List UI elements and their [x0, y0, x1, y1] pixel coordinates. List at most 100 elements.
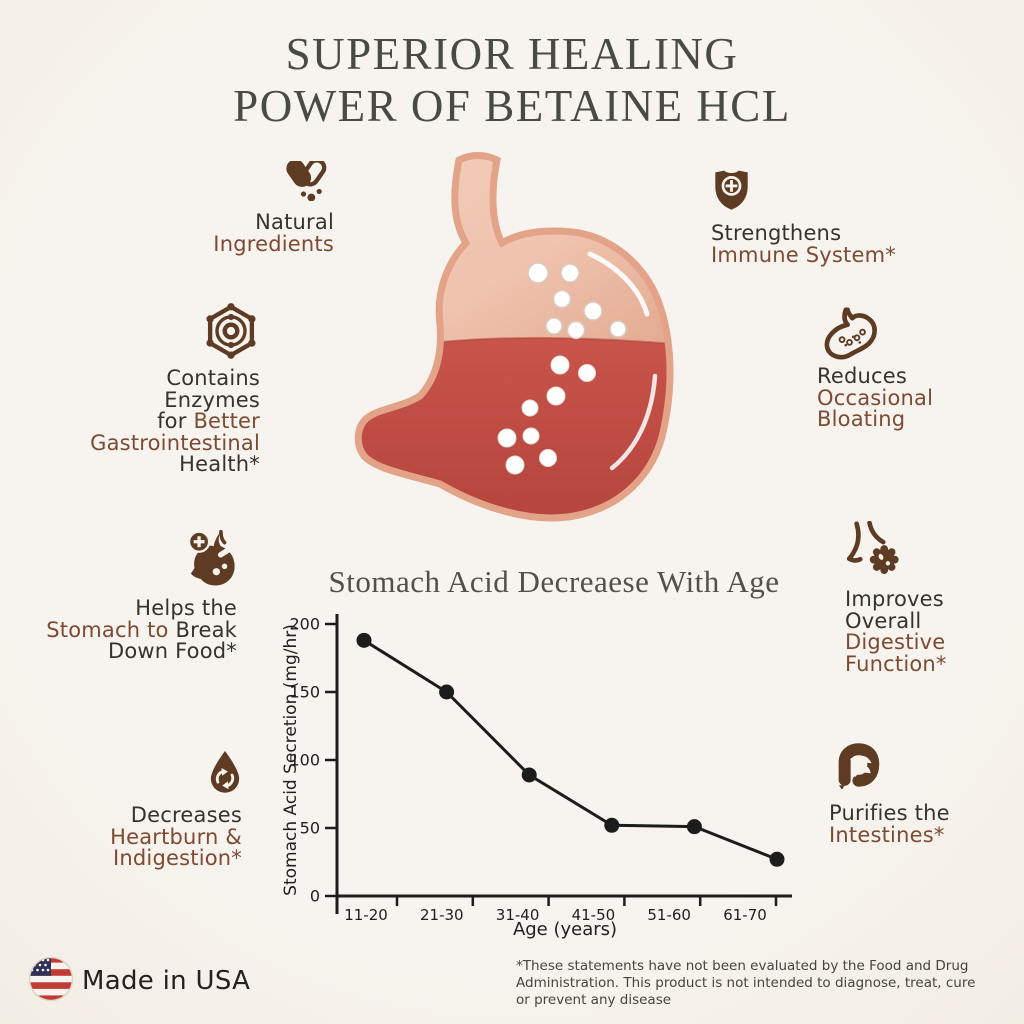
feature-text-segment: Intestines*: [829, 822, 945, 847]
feature-line: Gastrointestinal: [90, 430, 260, 455]
feature-text-segment: Decreases: [130, 803, 242, 827]
feature-line: Purifies the: [829, 801, 950, 825]
data-point: [686, 819, 702, 835]
feature-text: Strengthens Immune System*: [711, 221, 896, 267]
feature-strengthens-immune: Strengthens Immune System*: [711, 167, 896, 266]
feature-line: Down Food*: [46, 639, 237, 663]
feature-text: Helps the Stomach to Break Down Food*: [46, 596, 237, 663]
feature-line: Overall: [845, 608, 947, 633]
x-tick-label: 51-60: [647, 906, 691, 924]
feature-text-segment: Strengthens: [711, 221, 842, 245]
feature-line: Occasional: [817, 385, 934, 410]
feature-text: Decreases Heartburn & Indigestion*: [110, 803, 242, 870]
feature-decreases-heartburn: Decreases Heartburn & Indigestion*: [110, 749, 242, 870]
feature-text: Purifies the Intestines*: [829, 801, 950, 847]
y-axis-label: Stomach Acid Secretion (mg/hr): [281, 624, 301, 896]
pill-granules: [527, 262, 627, 340]
feature-text-segment: Bloating: [817, 407, 906, 431]
stomach-cross-icon: [183, 529, 237, 589]
feature-text-segment: for: [157, 409, 194, 433]
feature-line: Helps the: [46, 596, 237, 620]
x-tick-label: 21-30: [420, 906, 464, 924]
feature-line: Ingredients: [213, 231, 334, 256]
feature-text-segment: Stomach to: [46, 617, 176, 642]
feature-line: Improves: [845, 588, 947, 611]
feature-text: Natural Ingredients: [213, 210, 334, 256]
page-title: SUPERIOR HEALING POWER OF BETAINE HCL: [0, 28, 1024, 132]
feature-natural-ingredients: Natural Ingredients: [213, 158, 334, 256]
x-tick-label: 61-70: [723, 906, 767, 924]
acid-age-chart: 0 50 100 150 200 11-20 21-30 31-40 41-50 51-60 61-…: [281, 614, 792, 940]
data-point: [439, 684, 455, 700]
page-title-line1: SUPERIOR HEALING: [285, 29, 739, 79]
feature-text-segment: Contains: [166, 366, 260, 390]
enzymes-icon: [202, 301, 260, 361]
feature-line: Reduces: [817, 365, 933, 388]
feature-line: Contains: [90, 366, 260, 390]
feature-line: Enzymes: [90, 387, 260, 412]
feature-line: Indigestion*: [110, 846, 242, 870]
feature-line: for Better: [90, 409, 260, 433]
feature-line: Bloating: [817, 407, 933, 431]
y-tick-label: 0: [310, 887, 320, 906]
page-title-line2: POWER OF BETAINE HCL: [233, 81, 791, 131]
pills-icon: [280, 158, 334, 202]
feature-text-segment: Occasional: [817, 385, 934, 410]
feature-purifies-intestines: Purifies the Intestines*: [829, 741, 950, 846]
feature-text-segment: Overall: [845, 608, 922, 633]
data-point: [521, 767, 537, 783]
y-tick-label: 50: [300, 819, 320, 838]
feature-text-segment: Indigestion*: [113, 846, 242, 870]
feature-reduces-bloating: Reduces Occasional Bloating: [817, 307, 933, 431]
feature-line: Heartburn &: [110, 824, 242, 849]
x-tick-label: 11-20: [344, 906, 388, 924]
feature-text-segment: Digestive: [845, 630, 946, 654]
made-in-usa-label: Made in USA: [82, 966, 251, 996]
chart-title: Stomach Acid Decreaese With Age: [328, 564, 780, 599]
feature-text-segment: Break: [175, 617, 237, 642]
feature-text-segment: Heartburn &: [110, 824, 242, 849]
data-line: [363, 639, 778, 861]
feature-line: Immune System*: [711, 242, 896, 267]
feature-text-segment: Function*: [845, 651, 947, 676]
feature-text-segment: Natural: [255, 210, 334, 234]
data-point: [356, 632, 372, 648]
feature-contains-enzymes: Contains Enzymes for Better Gastrointestina…: [90, 301, 260, 476]
data-point: [604, 817, 620, 833]
feature-line: Strengthens: [711, 221, 896, 245]
stomach-illustration: [354, 152, 674, 522]
feature-text-segment: Helps the: [135, 596, 237, 620]
y-tick-label: 200: [289, 615, 320, 634]
feature-line: Health*: [90, 452, 260, 476]
feature-line: Digestive: [845, 630, 947, 654]
x-axis-label: Age (years): [513, 919, 617, 940]
y-tick-label: 150: [289, 683, 320, 702]
intestines-icon: [829, 741, 888, 790]
feature-text-segment: Purifies the: [829, 801, 950, 825]
feature-improves-digestive: Improves Overall Digestive Function*: [845, 520, 947, 676]
x-tick-label: 41-50: [572, 906, 616, 924]
disclaimer-text: *These statements have not been evaluate…: [516, 958, 976, 1008]
feature-line: Natural: [213, 210, 334, 234]
water-drop-cycle-icon: [208, 749, 242, 794]
feature-text-segment: Down Food*: [107, 639, 237, 663]
feature-line: Function*: [845, 651, 947, 676]
feature-line: Intestines*: [829, 822, 950, 847]
feature-text: Improves Overall Digestive Function*: [845, 588, 947, 676]
feature-line: Stomach to Break: [46, 617, 237, 642]
feature-text-segment: Gastrointestinal: [90, 430, 260, 455]
x-tick-label: 31-40: [496, 906, 540, 924]
feature-text-segment: Enzymes: [164, 387, 260, 412]
digestive-function-icon: [845, 520, 905, 578]
feature-text-segment: Better: [193, 409, 260, 433]
feature-text-segment: Ingredients: [213, 231, 334, 256]
feature-text: Reduces Occasional Bloating: [817, 365, 934, 431]
stomach-bloating-icon: [817, 307, 882, 361]
data-point: [769, 851, 785, 867]
shield-plus-icon: [711, 167, 752, 212]
feature-text-segment: Immune System*: [711, 242, 896, 267]
feature-text-segment: Health*: [179, 452, 260, 476]
feature-helps-stomach: Helps the Stomach to Break Down Food*: [46, 529, 237, 663]
feature-text: Contains Enzymes for Better Gastrointestina…: [90, 366, 260, 476]
